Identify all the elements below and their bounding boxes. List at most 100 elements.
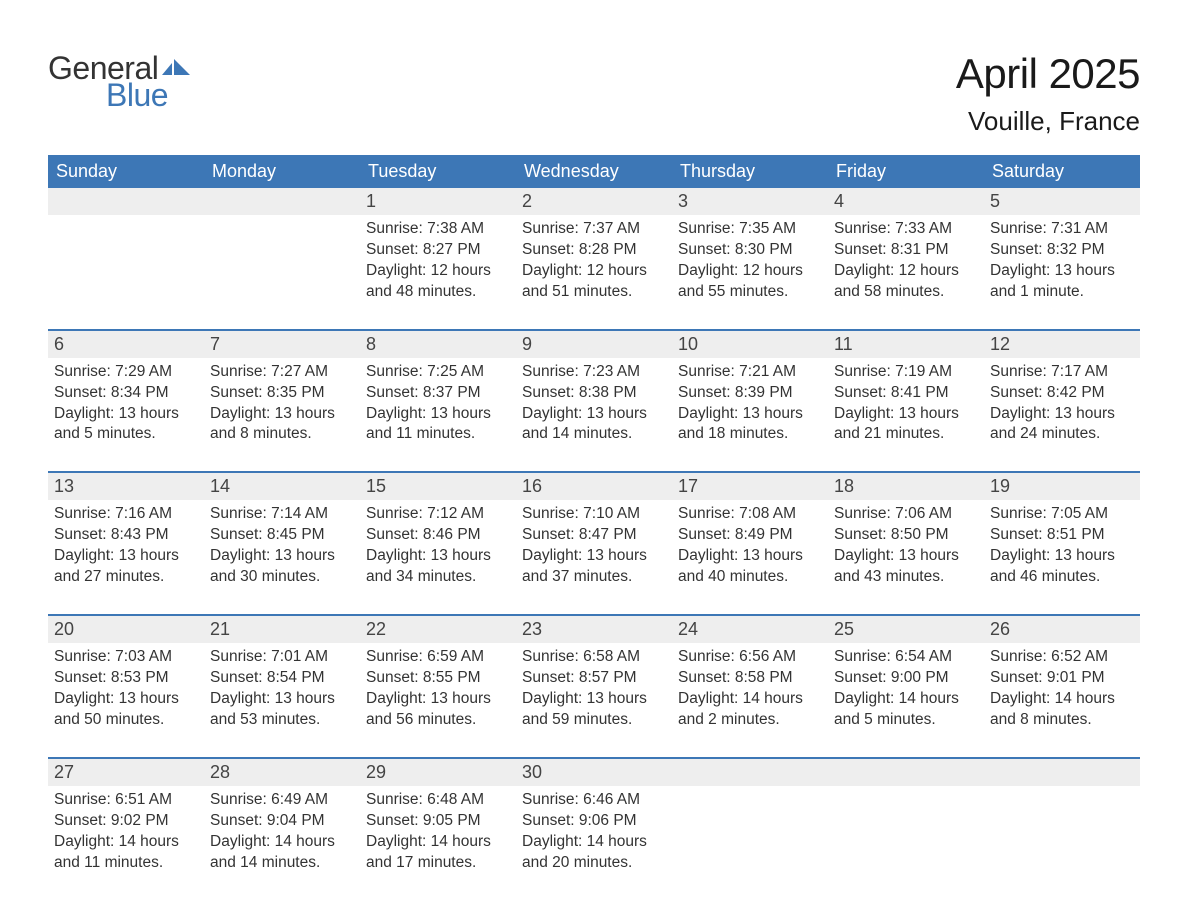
day-sunset: Sunset: 8:32 PM	[990, 240, 1134, 261]
day-daylight1: Daylight: 12 hours	[522, 261, 666, 282]
day-sunset: Sunset: 8:27 PM	[366, 240, 510, 261]
day-daylight2: and 46 minutes.	[990, 567, 1134, 588]
day-daylight2: and 8 minutes.	[990, 710, 1134, 731]
day-daylight2: and 5 minutes.	[54, 424, 198, 445]
day-sunrise: Sunrise: 7:16 AM	[54, 504, 198, 525]
day-daylight1: Daylight: 13 hours	[210, 404, 354, 425]
day-daylight1: Daylight: 13 hours	[54, 689, 198, 710]
day-sunset: Sunset: 9:04 PM	[210, 811, 354, 832]
day-daylight2: and 58 minutes.	[834, 282, 978, 303]
day-cell: Sunrise: 7:16 AMSunset: 8:43 PMDaylight:…	[48, 500, 204, 614]
day-cell: Sunrise: 7:08 AMSunset: 8:49 PMDaylight:…	[672, 500, 828, 614]
logo-flag-icon	[162, 59, 190, 79]
day-number: 19	[984, 473, 1140, 500]
day-daylight2: and 14 minutes.	[522, 424, 666, 445]
day-sunrise: Sunrise: 7:01 AM	[210, 647, 354, 668]
day-number: 13	[48, 473, 204, 500]
day-cell: Sunrise: 7:19 AMSunset: 8:41 PMDaylight:…	[828, 358, 984, 472]
day-daylight1: Daylight: 13 hours	[990, 546, 1134, 567]
daynum-strip: 13141516171819	[48, 471, 1140, 500]
day-daylight2: and 56 minutes.	[366, 710, 510, 731]
day-number: 10	[672, 331, 828, 358]
day-cell: Sunrise: 7:37 AMSunset: 8:28 PMDaylight:…	[516, 215, 672, 329]
day-daylight1: Daylight: 13 hours	[210, 689, 354, 710]
day-cell: Sunrise: 7:25 AMSunset: 8:37 PMDaylight:…	[360, 358, 516, 472]
day-sunrise: Sunrise: 7:08 AM	[678, 504, 822, 525]
day-sunrise: Sunrise: 7:27 AM	[210, 362, 354, 383]
day-sunset: Sunset: 8:57 PM	[522, 668, 666, 689]
logo-text-blue: Blue	[106, 77, 168, 114]
day-daylight1: Daylight: 13 hours	[990, 261, 1134, 282]
day-sunrise: Sunrise: 7:23 AM	[522, 362, 666, 383]
day-daylight1: Daylight: 13 hours	[366, 546, 510, 567]
header: General Blue April 2025 Vouille, France	[48, 50, 1140, 137]
day-sunset: Sunset: 8:49 PM	[678, 525, 822, 546]
day-cell: Sunrise: 7:38 AMSunset: 8:27 PMDaylight:…	[360, 215, 516, 329]
day-daylight1: Daylight: 13 hours	[54, 404, 198, 425]
day-sunrise: Sunrise: 6:49 AM	[210, 790, 354, 811]
day-sunset: Sunset: 8:37 PM	[366, 383, 510, 404]
day-number	[204, 188, 360, 215]
day-number: 12	[984, 331, 1140, 358]
day-daylight2: and 14 minutes.	[210, 853, 354, 874]
day-cell: Sunrise: 7:01 AMSunset: 8:54 PMDaylight:…	[204, 643, 360, 757]
day-sunrise: Sunrise: 6:59 AM	[366, 647, 510, 668]
day-daylight1: Daylight: 13 hours	[678, 546, 822, 567]
day-cell: Sunrise: 7:12 AMSunset: 8:46 PMDaylight:…	[360, 500, 516, 614]
day-sunset: Sunset: 9:02 PM	[54, 811, 198, 832]
day-number: 17	[672, 473, 828, 500]
day-daylight1: Daylight: 13 hours	[834, 404, 978, 425]
day-daylight1: Daylight: 13 hours	[522, 546, 666, 567]
day-daylight2: and 20 minutes.	[522, 853, 666, 874]
day-sunset: Sunset: 8:28 PM	[522, 240, 666, 261]
day-cell: Sunrise: 7:21 AMSunset: 8:39 PMDaylight:…	[672, 358, 828, 472]
week-block: 27282930Sunrise: 6:51 AMSunset: 9:02 PMD…	[48, 757, 1140, 900]
day-sunrise: Sunrise: 7:21 AM	[678, 362, 822, 383]
day-daylight2: and 2 minutes.	[678, 710, 822, 731]
day-sunrise: Sunrise: 6:48 AM	[366, 790, 510, 811]
day-sunset: Sunset: 8:38 PM	[522, 383, 666, 404]
day-daylight1: Daylight: 13 hours	[678, 404, 822, 425]
day-sunset: Sunset: 8:39 PM	[678, 383, 822, 404]
day-daylight2: and 1 minute.	[990, 282, 1134, 303]
day-sunrise: Sunrise: 7:37 AM	[522, 219, 666, 240]
week-content-row: Sunrise: 7:03 AMSunset: 8:53 PMDaylight:…	[48, 643, 1140, 757]
day-sunrise: Sunrise: 7:25 AM	[366, 362, 510, 383]
day-daylight2: and 27 minutes.	[54, 567, 198, 588]
day-sunset: Sunset: 9:05 PM	[366, 811, 510, 832]
day-cell: Sunrise: 6:58 AMSunset: 8:57 PMDaylight:…	[516, 643, 672, 757]
day-cell: Sunrise: 7:05 AMSunset: 8:51 PMDaylight:…	[984, 500, 1140, 614]
day-number: 1	[360, 188, 516, 215]
day-daylight1: Daylight: 14 hours	[990, 689, 1134, 710]
day-daylight2: and 5 minutes.	[834, 710, 978, 731]
weekday-header: Tuesday	[360, 155, 516, 188]
title-block: April 2025 Vouille, France	[956, 50, 1140, 137]
weekday-header: Wednesday	[516, 155, 672, 188]
day-daylight1: Daylight: 14 hours	[54, 832, 198, 853]
day-daylight2: and 55 minutes.	[678, 282, 822, 303]
day-daylight1: Daylight: 14 hours	[678, 689, 822, 710]
day-daylight1: Daylight: 13 hours	[366, 689, 510, 710]
day-daylight2: and 34 minutes.	[366, 567, 510, 588]
day-daylight2: and 53 minutes.	[210, 710, 354, 731]
day-sunset: Sunset: 8:30 PM	[678, 240, 822, 261]
day-number: 3	[672, 188, 828, 215]
day-sunset: Sunset: 9:00 PM	[834, 668, 978, 689]
day-cell: Sunrise: 7:23 AMSunset: 8:38 PMDaylight:…	[516, 358, 672, 472]
day-daylight1: Daylight: 14 hours	[366, 832, 510, 853]
day-cell: Sunrise: 7:35 AMSunset: 8:30 PMDaylight:…	[672, 215, 828, 329]
day-number: 6	[48, 331, 204, 358]
daynum-strip: 27282930	[48, 757, 1140, 786]
location-label: Vouille, France	[956, 106, 1140, 137]
day-daylight1: Daylight: 13 hours	[366, 404, 510, 425]
daynum-strip: 20212223242526	[48, 614, 1140, 643]
day-daylight1: Daylight: 13 hours	[522, 404, 666, 425]
day-sunrise: Sunrise: 6:51 AM	[54, 790, 198, 811]
weekday-header: Monday	[204, 155, 360, 188]
day-cell: Sunrise: 6:49 AMSunset: 9:04 PMDaylight:…	[204, 786, 360, 900]
weekday-header: Thursday	[672, 155, 828, 188]
day-cell	[48, 215, 204, 329]
week-block: 13141516171819Sunrise: 7:16 AMSunset: 8:…	[48, 471, 1140, 614]
weekday-header: Sunday	[48, 155, 204, 188]
day-daylight1: Daylight: 13 hours	[990, 404, 1134, 425]
